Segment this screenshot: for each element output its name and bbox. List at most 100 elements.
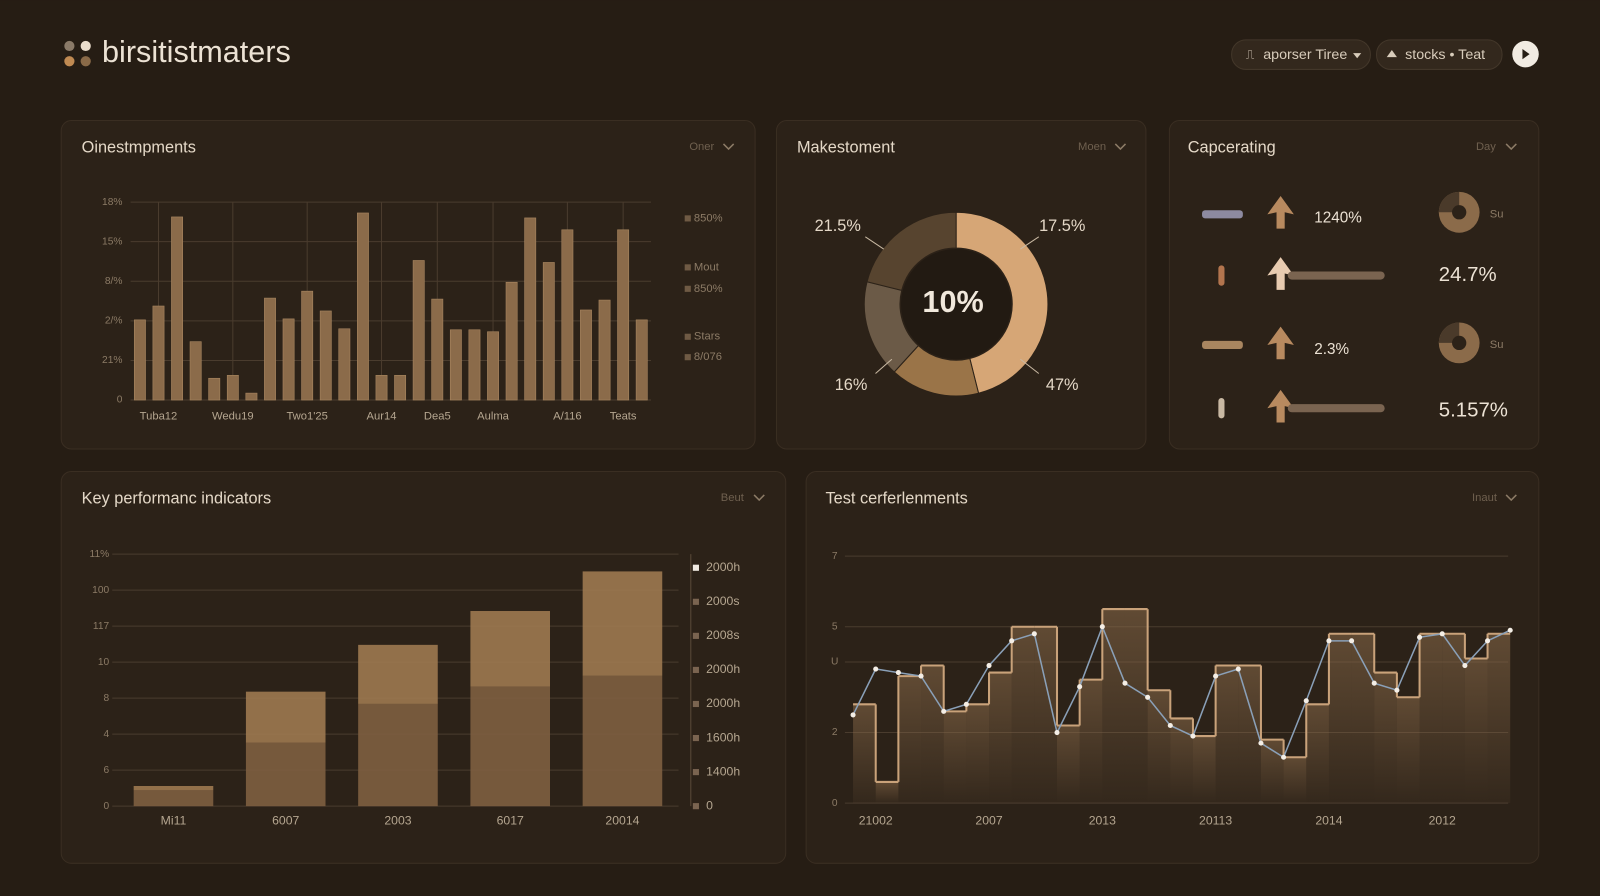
- indicator-value: 24.7%: [1439, 264, 1497, 286]
- button-label[interactable]: stocks • Teat: [1405, 47, 1485, 63]
- y-tick-label: 0: [832, 798, 838, 809]
- gauge-label: Su: [1490, 339, 1504, 351]
- dropdown[interactable]: Moen: [1078, 141, 1127, 153]
- line-point: [1031, 631, 1037, 637]
- step-area: [1351, 633, 1375, 804]
- step-area: [943, 711, 967, 804]
- bar: [394, 374, 407, 401]
- dropdown[interactable]: Oner: [689, 141, 735, 153]
- bar-segment: [245, 742, 326, 807]
- dropdown-label[interactable]: Moen: [1078, 141, 1106, 153]
- bar: [189, 341, 202, 401]
- bar: [208, 377, 221, 401]
- x-tick-label: 2013: [1089, 814, 1116, 828]
- row-icon: [1218, 265, 1225, 286]
- value-label: 16%: [835, 376, 868, 394]
- bar: [282, 318, 295, 401]
- y2-tick-mark: [692, 666, 699, 673]
- dropdown-label[interactable]: Inaut: [1472, 492, 1498, 504]
- panel-title: Oinestmpments: [82, 138, 196, 156]
- step-area: [1238, 665, 1261, 804]
- bar: [561, 229, 574, 401]
- bar: [487, 331, 499, 401]
- y-tick-label: 117: [93, 621, 110, 632]
- line-point: [895, 670, 901, 676]
- bar: [338, 328, 351, 401]
- side-label: 850%: [694, 212, 723, 224]
- step-area: [853, 704, 876, 804]
- line-series: [852, 624, 1511, 759]
- y-tick-label: 7: [832, 551, 838, 562]
- dropdown-label[interactable]: Oner: [689, 141, 714, 153]
- step-area: [1328, 633, 1352, 804]
- bar: [412, 260, 425, 401]
- step-area: [1374, 672, 1397, 804]
- legend-swatch: [684, 264, 691, 271]
- bar-segment: [470, 686, 550, 807]
- x-tick-label: Two1'25: [286, 410, 327, 422]
- bar: [431, 298, 444, 401]
- x-tick-label: 2007: [975, 814, 1002, 828]
- dropdown[interactable]: Inaut: [1472, 492, 1517, 504]
- arrow-icon: [1267, 326, 1294, 360]
- y-tick-label: 10: [98, 657, 110, 668]
- line-point: [1235, 666, 1241, 672]
- bar: [301, 290, 314, 401]
- side-label: 850%: [694, 283, 723, 295]
- line-point: [1099, 624, 1105, 630]
- value-label: 47%: [1046, 376, 1079, 394]
- dropdown[interactable]: Beut: [721, 492, 765, 504]
- header-button[interactable]: ⎍ aporser Tiree: [1231, 39, 1371, 70]
- x-tick-label: Teats: [610, 410, 637, 422]
- y-tick-label: 0: [117, 395, 123, 406]
- bar: [542, 262, 555, 401]
- line-point: [1077, 684, 1083, 690]
- bar: [245, 392, 258, 401]
- y-tick-label: 100: [92, 585, 109, 596]
- bar: [171, 216, 183, 401]
- y-tick-label: 8/%: [105, 276, 123, 287]
- dropdown-label[interactable]: Beut: [721, 492, 745, 504]
- bar-segment: [133, 786, 214, 791]
- y-tick-label: 8: [104, 693, 110, 704]
- panel-title: Capcerating: [1188, 138, 1276, 156]
- y-tick-label: 18%: [102, 197, 122, 208]
- y2-tick-label: 0: [706, 798, 713, 812]
- button-icon: ⎍: [1246, 47, 1255, 61]
- step-area: [1034, 626, 1058, 804]
- bar-segment: [245, 691, 326, 743]
- line-point: [1417, 634, 1423, 640]
- button-label[interactable]: aporser Tiree: [1263, 47, 1347, 63]
- x-tick-label: 20113: [1199, 814, 1232, 828]
- x-tick-label: 2003: [384, 814, 411, 828]
- progress-track: [1287, 271, 1385, 280]
- header-button[interactable]: stocks • Teat: [1376, 39, 1503, 70]
- line-point: [1484, 638, 1491, 644]
- step-area: [921, 665, 944, 804]
- bar-segment: [133, 790, 214, 807]
- dropdown[interactable]: Day: [1476, 141, 1517, 153]
- x-tick-label: Wedu19: [212, 410, 254, 422]
- y2-tick-label: 2000s: [706, 594, 739, 608]
- header-icon-button[interactable]: [1512, 40, 1539, 68]
- line-point: [1303, 698, 1309, 704]
- line-point: [1326, 638, 1332, 644]
- y-tick-label: 15%: [102, 236, 122, 247]
- bar: [617, 229, 630, 401]
- step-area: [1215, 665, 1239, 804]
- line-point: [1213, 673, 1219, 679]
- line-point: [1190, 733, 1196, 739]
- step-area: [1192, 736, 1216, 804]
- donut-hole: [901, 249, 1012, 360]
- line-point: [941, 708, 947, 714]
- y2-tick-mark: [692, 803, 699, 810]
- legend-swatch: [684, 215, 691, 222]
- dropdown-label[interactable]: Day: [1476, 141, 1496, 153]
- gauge-wedge: [1438, 191, 1460, 213]
- step-area: [966, 704, 990, 804]
- leader-line: [875, 358, 893, 374]
- line-point: [1394, 687, 1400, 693]
- step-area: [1487, 633, 1511, 804]
- step-area: [1102, 609, 1125, 804]
